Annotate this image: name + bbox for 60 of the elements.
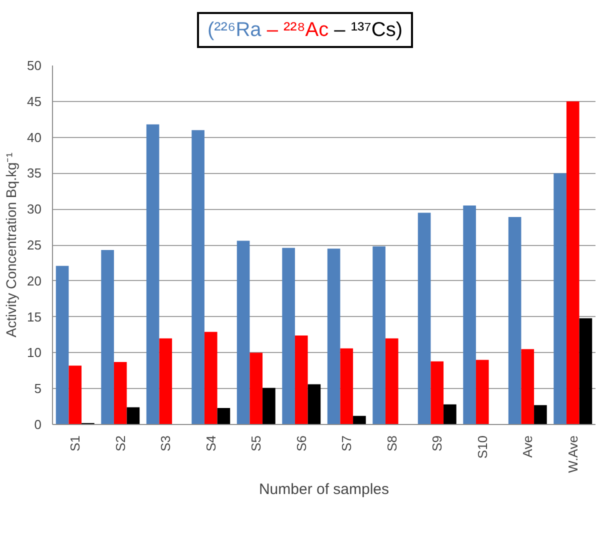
x-tick-label: S9 — [430, 435, 445, 452]
bar — [353, 416, 366, 424]
bar — [126, 407, 140, 424]
bar — [385, 338, 398, 424]
y-tick-label: 0 — [34, 417, 42, 432]
y-tick-label: 20 — [27, 273, 42, 288]
y-tick-label: 35 — [27, 166, 42, 181]
y-tick-label: 40 — [27, 130, 42, 145]
x-tick-label: S4 — [203, 435, 218, 452]
x-tick-label: W.Ave — [565, 435, 580, 473]
y-axis-title: Activity Concentration Bq.kg⁻¹ — [3, 152, 20, 338]
bar — [250, 352, 263, 424]
x-axis-title: Number of samples — [258, 480, 390, 498]
bar — [236, 240, 250, 424]
x-tick-label: Ave — [520, 435, 536, 458]
bar — [554, 173, 566, 424]
y-tick-label: 45 — [27, 94, 42, 109]
bar — [444, 404, 456, 424]
bar — [159, 338, 172, 424]
x-tick-label: S7 — [339, 435, 354, 452]
bar — [282, 248, 295, 424]
x-tick-label: S8 — [384, 435, 400, 452]
text: – ²²⁸Ac — [266, 18, 329, 41]
bar — [418, 212, 431, 424]
bar — [521, 349, 534, 424]
bar — [508, 217, 522, 424]
x-tick-label: S6 — [294, 435, 309, 452]
bar — [192, 130, 204, 424]
bar — [68, 366, 82, 424]
bar — [204, 332, 218, 424]
bar — [56, 266, 69, 424]
text: – ¹³⁷Cs) — [334, 18, 403, 41]
y-tick-label: 25 — [27, 238, 42, 252]
text: (²²⁶Ra — [207, 18, 262, 41]
bar — [327, 248, 340, 424]
y-tick-label: 50 — [27, 58, 42, 73]
bar — [476, 360, 489, 424]
y-tick-label: 15 — [27, 309, 42, 324]
x-tick-label: S10 — [474, 435, 490, 459]
bar — [114, 362, 127, 424]
x-tick-label: S1 — [68, 435, 83, 452]
bar — [217, 408, 230, 424]
bar — [262, 388, 276, 424]
y-tick-label: 10 — [27, 345, 42, 360]
y-tick-label: 30 — [27, 202, 42, 217]
bar — [579, 318, 592, 424]
bar — [146, 124, 160, 424]
bar — [566, 101, 580, 424]
bar — [430, 361, 444, 424]
bar — [101, 250, 114, 424]
bar — [534, 405, 547, 424]
x-tick-label: S3 — [158, 435, 174, 452]
bar — [372, 246, 386, 424]
bar — [294, 335, 308, 424]
x-tick-label: S5 — [248, 435, 264, 452]
x-tick-label: S2 — [112, 435, 128, 452]
bar — [340, 348, 354, 424]
y-tick-label: 5 — [34, 381, 42, 396]
bar — [308, 384, 321, 424]
bar — [463, 206, 476, 424]
